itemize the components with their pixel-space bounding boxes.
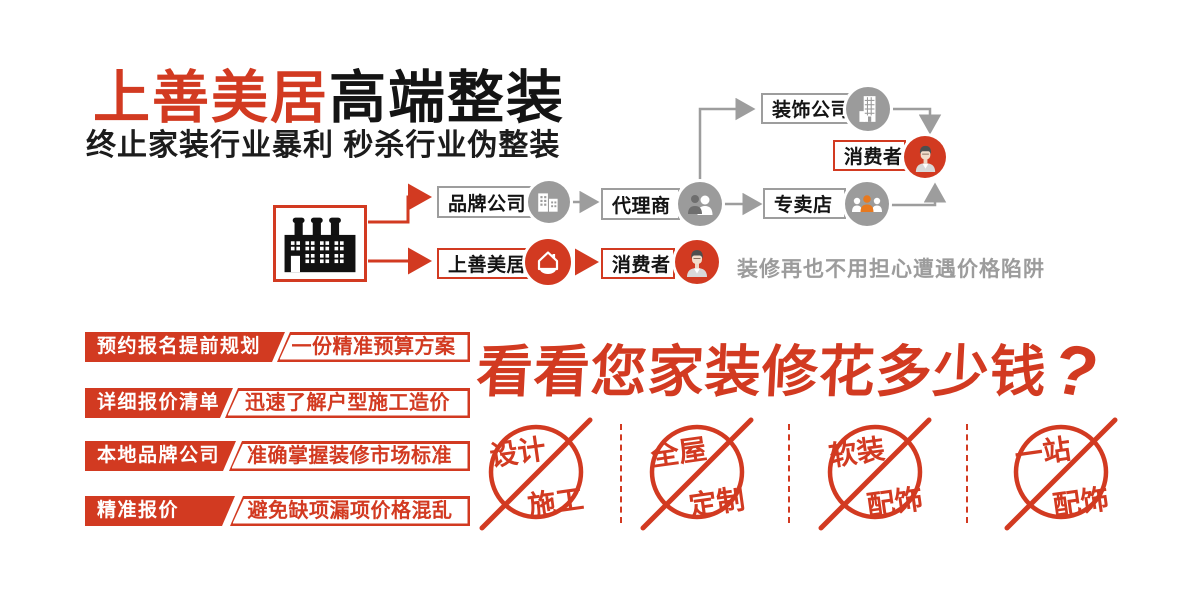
benefit-desc-box: 迅速了解户型施工造价 xyxy=(225,388,470,418)
consumer-top-circle xyxy=(904,136,946,178)
brand-name: 上善美居 xyxy=(93,66,329,130)
title-suffix: 高端整装 xyxy=(329,66,565,130)
arrow-store-to-consumer xyxy=(889,182,947,207)
benefit-label: 本地品牌公司 xyxy=(85,441,236,471)
stamp-whole-house-custom: 全屋 定制 xyxy=(640,417,754,531)
brand-company-circle xyxy=(528,181,570,223)
benefit-desc-box: 避免缺项漏项价格混乱 xyxy=(230,496,470,526)
benefit-label: 详细报价清单 xyxy=(85,388,233,418)
node-consumer-top: 消费者 xyxy=(833,140,906,171)
benefit-label: 精准报价 xyxy=(85,496,235,526)
factory-icon xyxy=(284,217,356,272)
node-brand-company-label: 品牌公司 xyxy=(448,193,527,215)
benefit-desc-box: 准确掌握装修市场标准 xyxy=(229,441,470,471)
decoration-company-circle xyxy=(846,87,890,131)
stamp-top-word: 一站 xyxy=(1013,432,1073,472)
node-consumer-bottom-label: 消费者 xyxy=(612,255,671,276)
people-trio-icon xyxy=(852,195,882,212)
benefit-row: 本地品牌公司 准确掌握装修市场标准 xyxy=(85,441,470,471)
page-title: 上善美居高端整装 xyxy=(93,52,565,134)
flow-note: 装修再也不用担心遭遇价格陷阱 xyxy=(737,258,1045,281)
arrow-agent-to-decoration xyxy=(698,97,756,181)
stamp-top-word: 软装 xyxy=(827,432,887,472)
benefit-row: 精准报价 避免缺项漏项价格混乱 xyxy=(85,496,470,526)
stamp-bottom-word: 定制 xyxy=(687,482,747,522)
node-agent: 代理商 xyxy=(601,188,680,220)
consumer-avatar-icon xyxy=(687,250,707,277)
benefit-row: 详细报价清单 迅速了解户型施工造价 xyxy=(85,388,470,418)
benefit-desc: 避免缺项漏项价格混乱 xyxy=(232,498,468,524)
factory-node xyxy=(273,205,367,282)
stamp-bottom-word: 施工 xyxy=(526,482,586,522)
stamp-soft-furnishing: 软装 配饰 xyxy=(818,417,932,531)
node-decoration-company: 装饰公司 xyxy=(761,93,851,124)
stamp-one-stop-accessories: 一站 配饰 xyxy=(1004,417,1118,531)
tall-building-icon xyxy=(859,96,876,122)
city-buildings-icon xyxy=(538,193,558,212)
arrow-factory-to-brand xyxy=(368,183,432,224)
agent-circle xyxy=(678,182,722,226)
dashed-separator xyxy=(788,424,790,523)
stamp-bottom-word: 配饰 xyxy=(865,482,925,522)
people-pair-icon xyxy=(688,195,713,215)
benefit-desc: 迅速了解户型施工造价 xyxy=(227,390,468,416)
dashed-separator xyxy=(966,424,968,523)
consumer-bottom-circle xyxy=(675,240,719,284)
stamp-top-word: 全屋 xyxy=(648,432,709,473)
consumer-avatar-icon xyxy=(915,145,935,172)
node-agent-label: 代理商 xyxy=(612,195,671,217)
store-circle xyxy=(845,182,889,226)
benefit-desc-box: 一份精准预算方案 xyxy=(277,332,470,362)
stamp-bottom-word: 配饰 xyxy=(1051,482,1111,522)
benefit-desc: 一份精准预算方案 xyxy=(279,334,468,360)
subtitle: 终止家装行业暴利 秒杀行业伪整装 xyxy=(86,129,561,162)
stamp-top-word: 设计 xyxy=(488,432,548,472)
node-decoration-label: 装饰公司 xyxy=(772,100,851,121)
node-consumer-bottom: 消费者 xyxy=(601,248,675,279)
node-shangshan-label: 上善美居 xyxy=(448,255,527,276)
node-store: 专卖店 xyxy=(763,188,846,219)
arrow-decoration-to-consumer xyxy=(893,107,942,135)
house-icon xyxy=(537,251,559,274)
benefit-desc: 准确掌握装修市场标准 xyxy=(231,443,468,469)
shangshan-circle xyxy=(525,239,571,285)
node-consumer-top-label: 消费者 xyxy=(844,147,903,168)
stamp-design-construction: 设计 施工 xyxy=(479,417,593,531)
node-brand-company: 品牌公司 xyxy=(437,186,539,218)
benefit-label: 预约报名提前规划 xyxy=(85,332,285,362)
benefit-row: 预约报名提前规划 一份精准预算方案 xyxy=(85,332,470,362)
dashed-separator xyxy=(620,424,622,523)
node-store-label: 专卖店 xyxy=(774,195,833,216)
